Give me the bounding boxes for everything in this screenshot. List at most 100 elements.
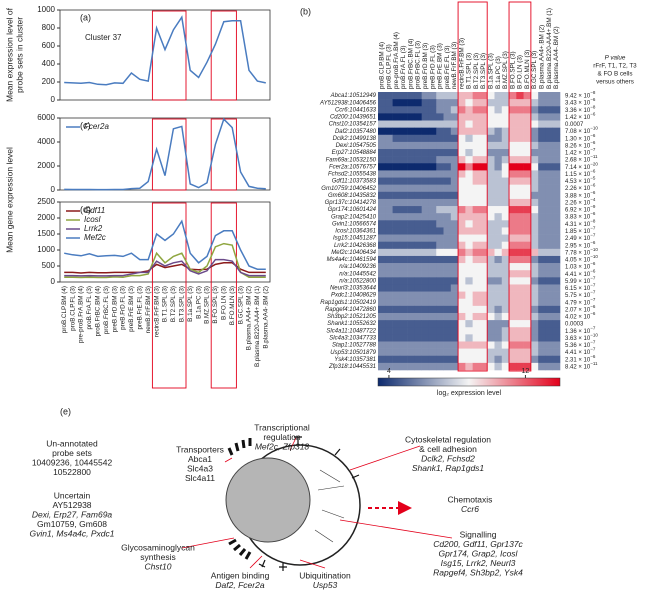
heat-cell [378,263,386,271]
heat-cell [458,284,466,292]
heat-cell [472,327,481,335]
heat-cell [494,163,503,171]
p-value: 4.41 × 10−7 [565,347,596,356]
heat-cell [392,305,401,314]
heat-cell [494,327,503,335]
p-value-text: 2.31 × 10 [565,357,591,363]
heat-cell [378,149,386,157]
heat-cell [378,298,386,307]
heat-cell [552,92,561,100]
heat-cell [421,170,430,178]
p-value: 1.03 × 10−6 [565,261,596,270]
heat-cell [385,255,393,264]
heat-cell [392,113,401,121]
heat-cell [458,320,466,328]
heat-cell [530,291,539,300]
x-tick-label: proB.CLP.BM (4) [61,286,68,333]
heat-cell [436,127,444,136]
heat-cell [392,184,401,193]
heat-cell [538,341,546,349]
panel-label: (a) [80,12,91,22]
heat-cell [465,305,473,314]
x-tick-label: B.FO.LN (3) [220,286,227,320]
heat-cell [436,241,444,250]
group-title: & cell adhesion [419,444,477,454]
heat-cell [392,362,401,371]
heat-cell [509,348,517,357]
heat-cell [458,184,466,193]
heat-cell [458,241,466,250]
heat-cell [472,113,481,121]
heat-cell [443,170,452,178]
heat-cell [421,348,430,357]
heat-cell [501,284,510,292]
y-tick-label: 0 [51,185,56,194]
heat-cell [494,191,503,200]
heat-cell [414,248,422,257]
heat-cell [450,227,459,235]
heat-cell [501,177,510,185]
heat-cell [407,355,415,364]
p-value-exponent: −7 [590,297,596,302]
heat-cell [509,270,517,278]
heat-cell [487,270,495,278]
heat-cell [450,320,459,328]
heat-cell [378,241,386,250]
p-value: 5.99 × 10−7 [565,276,596,285]
p-value-exponent: −6 [590,97,596,102]
heat-cell [487,291,495,300]
p-value-text: 1.03 × 10 [565,264,591,270]
heat-cell [378,227,386,235]
heat-cell [414,270,422,278]
p-value-text: 0.0007 [565,122,584,128]
heat-cell [385,263,393,271]
heat-cell [458,305,466,314]
heat-cell [545,270,554,278]
heat-cell [428,163,437,171]
row-label: Gvin1:10566574 [332,221,377,227]
heat-cell [501,134,510,143]
heat-cell [399,170,408,178]
heat-cell [399,127,408,136]
heat-cell [385,327,393,335]
heat-cell [458,327,466,335]
heat-cell [552,156,561,164]
p-value: 9.42 × 10−8 [565,90,596,99]
heat-cell [407,163,415,171]
heat-cell [516,255,524,264]
heat-cell [509,213,517,221]
heat-cell [436,213,444,221]
p-value-exponent: −7 [590,347,596,352]
heat-cell [436,305,444,314]
p-value: 3.63 × 10−10 [565,333,598,342]
heat-cell [552,206,561,214]
p-value-exponent: −6 [590,354,596,359]
heat-cell [545,177,554,185]
x-tick-label: B.FO.MLN (3) [229,286,236,325]
group-item: Dclk2, Fchsd2 [421,453,475,463]
heat-cell [538,327,546,335]
heat-cell [552,320,561,328]
heat-cell [399,327,408,335]
heat-cell [465,163,473,171]
heat-cell [509,127,517,136]
p-value-exponent: −6 [590,240,596,245]
heat-cell [516,248,524,257]
p-value-exponent: −7 [590,290,596,295]
heat-cell [407,270,415,278]
heat-cell [538,99,546,107]
column-label: B.plasma.AA4-.BM (2) [553,26,560,89]
heat-cell [523,334,532,342]
heat-cell [436,341,444,349]
heat-cell [378,255,386,264]
row-label: Zfp318:10445531 [328,364,376,370]
heat-cell [392,263,401,271]
heat-cell [465,92,473,100]
heat-cell [494,362,503,371]
heat-cell [552,134,561,143]
heat-cell [407,156,415,164]
heat-cell [421,227,430,235]
heat-cell [479,184,488,193]
heat-cell [378,120,386,128]
heat-cell [472,99,481,107]
